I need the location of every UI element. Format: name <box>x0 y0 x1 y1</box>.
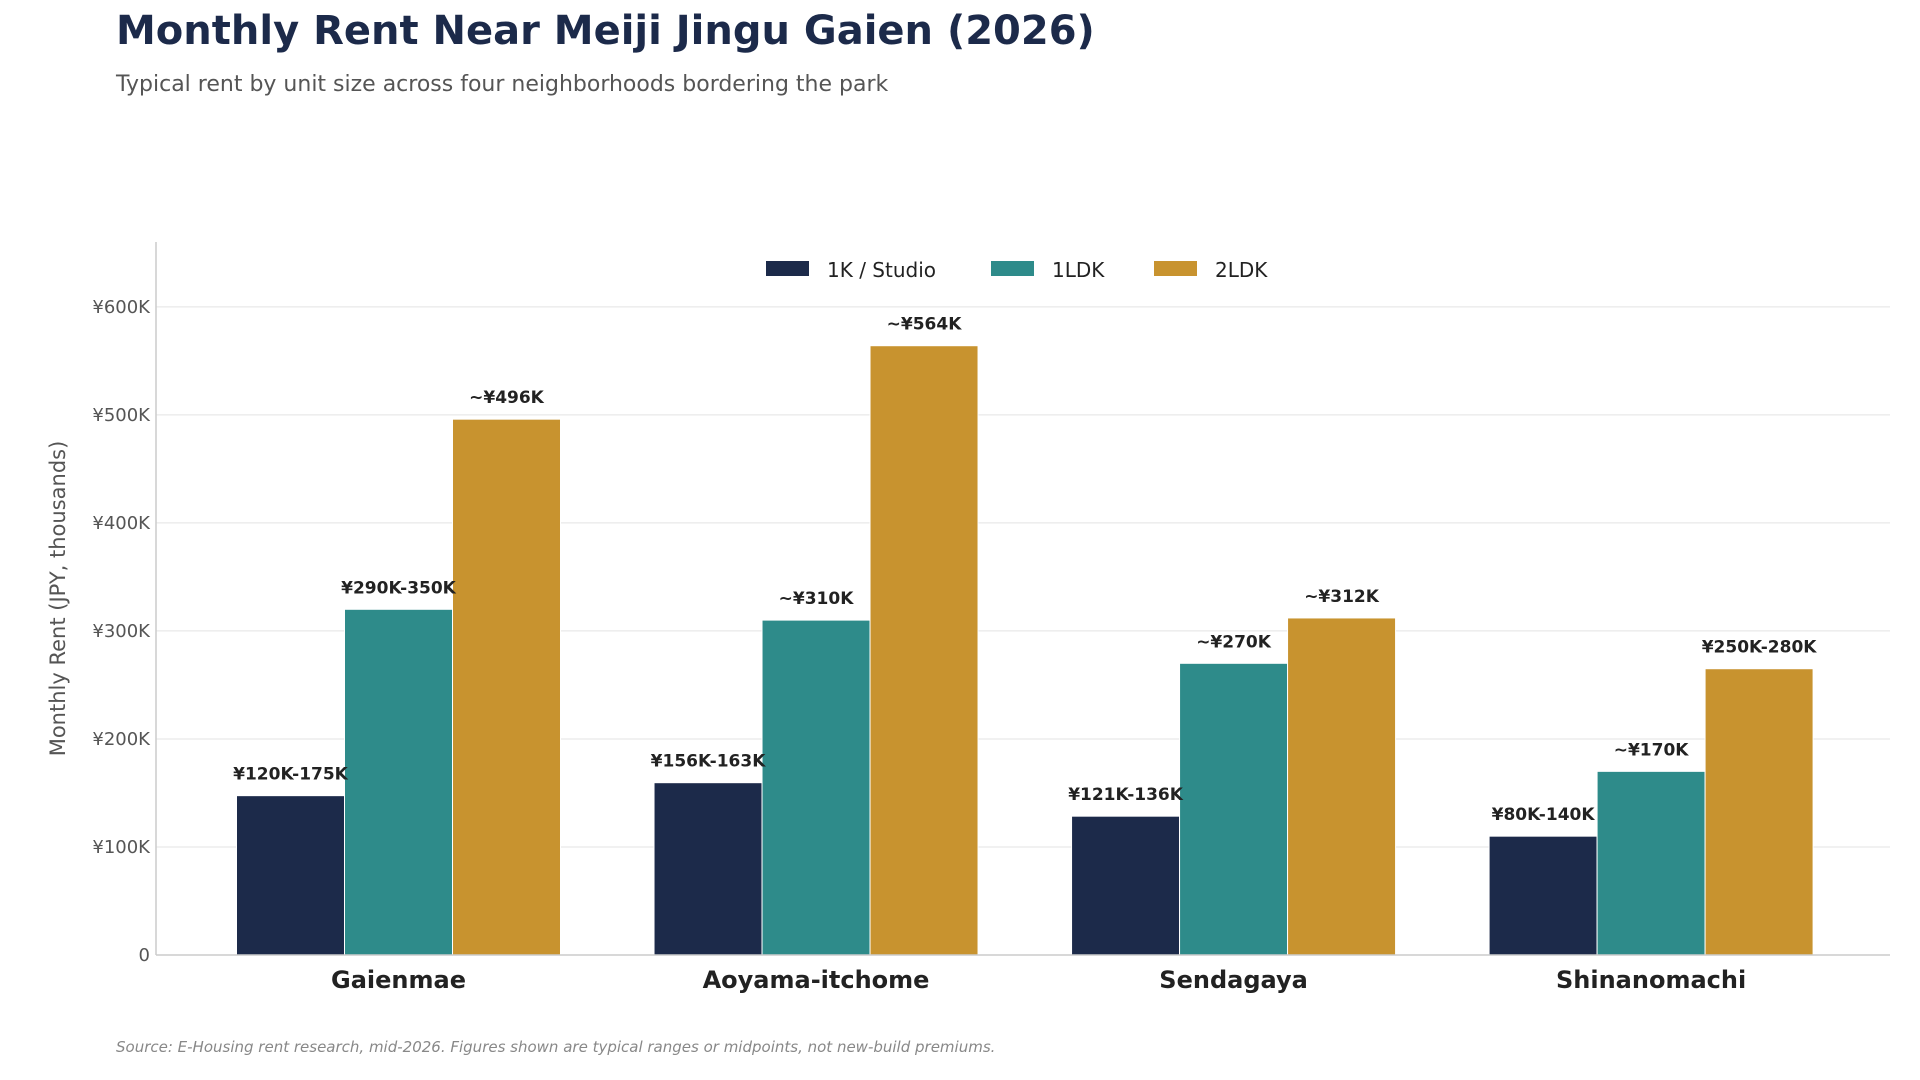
bar <box>1704 668 1814 956</box>
bar <box>1488 835 1598 956</box>
x-tick-label: Sendagaya <box>1159 966 1308 994</box>
chart-title: Monthly Rent Near Meiji Jingu Gaien (202… <box>116 8 1095 54</box>
legend: 1K / Studio 1LDK 2LDK <box>766 258 1268 282</box>
y-tick-label: ¥400K <box>92 513 151 534</box>
axes: 0 ¥100K ¥200K ¥300K ¥400K ¥500K ¥600K Monthly R… <box>46 242 1890 994</box>
bar-value-label: ¥250K-280K <box>1702 638 1818 658</box>
legend-label: 1K / Studio <box>827 258 936 282</box>
legend-swatch <box>766 261 809 276</box>
y-axis-label: Monthly Rent (JPY, thousands) <box>46 441 70 757</box>
bar-value-label: ~¥270K <box>1196 632 1272 652</box>
bar <box>869 345 979 956</box>
bar-value-label: ¥80K-140K <box>1492 805 1596 825</box>
bar-value-label: ~¥564K <box>887 315 963 335</box>
y-tick-label: ¥300K <box>92 621 151 642</box>
bar-value-label: ~¥312K <box>1304 587 1380 607</box>
x-tick-label: Aoyama-itchome <box>703 966 930 994</box>
bar <box>761 619 871 956</box>
x-tick-label: Shinanomachi <box>1556 966 1746 994</box>
bar-value-label: ¥156K-163K <box>651 752 767 772</box>
bar <box>1071 815 1181 956</box>
legend-label: 1LDK <box>1052 258 1105 282</box>
y-tick-label: ¥200K <box>92 729 151 750</box>
bar-value-label: ~¥170K <box>1614 740 1690 760</box>
y-tick-label: 0 <box>139 945 150 966</box>
y-tick-label: ¥100K <box>92 837 151 858</box>
bar <box>343 608 453 956</box>
bar <box>235 795 345 956</box>
y-tick-label: ¥500K <box>92 405 151 426</box>
source-note: Source: E-Housing rent research, mid-202… <box>116 1038 996 1056</box>
bar-labels: ¥120K-175K ¥290K-350K ~¥496K ¥156K-163K ~¥31… <box>233 315 1817 825</box>
bar-value-label: ¥120K-175K <box>233 765 349 785</box>
bar <box>1596 770 1706 956</box>
bar-value-label: ~¥496K <box>469 388 545 408</box>
bar <box>451 418 561 956</box>
bar <box>1287 617 1397 956</box>
bar <box>1179 662 1289 956</box>
bars <box>235 345 1814 956</box>
bar <box>653 782 763 956</box>
bar-value-label: ¥290K-350K <box>341 578 457 598</box>
x-tick-label: Gaienmae <box>331 966 466 994</box>
bar-value-label: ¥121K-136K <box>1068 785 1184 805</box>
bar-value-label: ~¥310K <box>779 589 855 609</box>
legend-swatch <box>1154 261 1197 276</box>
legend-swatch <box>991 261 1034 276</box>
legend-label: 2LDK <box>1215 258 1268 282</box>
chart-subtitle: Typical rent by unit size across four ne… <box>116 72 889 97</box>
y-tick-label: ¥600K <box>92 297 151 318</box>
